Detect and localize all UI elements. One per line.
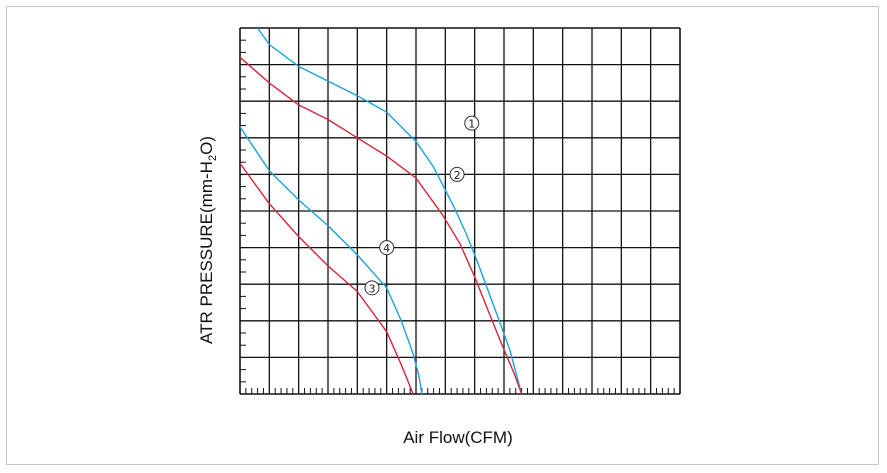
- y-axis-label-subscript: 2: [207, 155, 219, 161]
- series-line-3: [239, 162, 414, 395]
- series-marker-label-4: 4: [383, 242, 390, 255]
- series-marker-label-1: 1: [468, 118, 475, 131]
- y-axis-label-main: ATR PRESSURE(mm-H: [197, 161, 216, 344]
- grid: [239, 27, 681, 395]
- tick-marks: [240, 39, 675, 394]
- series-line-2: [239, 56, 523, 395]
- series-marker-label-2: 2: [454, 169, 461, 182]
- chart-frame: [6, 6, 879, 465]
- series-line-4: [239, 126, 423, 395]
- series-lines: [239, 27, 523, 395]
- series-markers: 1 2 3 4: [364, 115, 480, 296]
- series-marker-circle-4: [379, 240, 395, 256]
- y-axis-label: ATR PRESSURE(mm-H2O): [197, 136, 219, 344]
- series-marker-label-3: 3: [369, 282, 376, 295]
- series-marker-circle-1: [464, 115, 480, 131]
- series-marker-circle-2: [449, 166, 465, 182]
- y-axis-label-end: O): [197, 136, 216, 155]
- series-line-1: [257, 27, 523, 395]
- series-marker-circle-3: [364, 280, 380, 296]
- x-axis-label: Air Flow(CFM): [403, 428, 513, 447]
